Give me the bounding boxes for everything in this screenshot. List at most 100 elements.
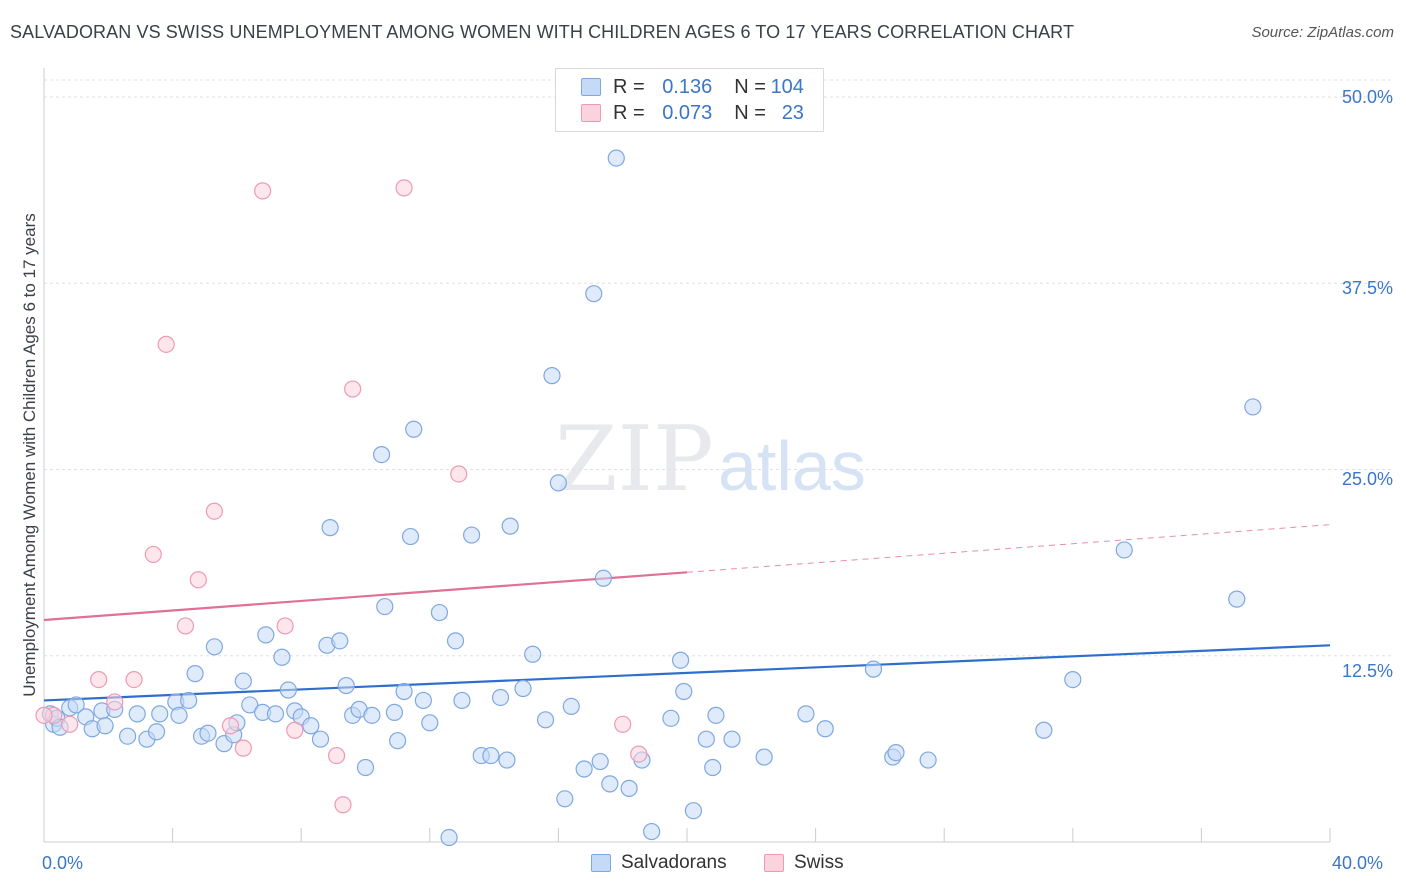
swiss-point	[125, 670, 143, 689]
salvadoran-point	[536, 711, 555, 729]
salvadoran-point	[356, 758, 375, 777]
swiss-point	[334, 796, 352, 814]
salvadoran-point	[372, 446, 391, 464]
salvadoran-point	[864, 660, 883, 678]
x-tick-label: 0.0%	[42, 853, 84, 873]
salvadoran-point	[279, 681, 297, 699]
swiss-point	[254, 182, 272, 200]
correlation-legend: R = 0.136 N = 104 R = 0.073 N = 23	[555, 68, 824, 132]
y-tick-label: 25.0%	[1341, 469, 1393, 489]
legend-row-swiss: R = 0.073 N = 23	[581, 100, 804, 126]
legend-row-salvadorans: R = 0.136 N = 104	[581, 74, 804, 100]
swiss-point	[106, 693, 124, 711]
salvadoran-point	[337, 676, 355, 695]
salvadoran-point	[723, 730, 741, 748]
legend-r-label: R =	[613, 101, 645, 124]
salvadoran-point	[430, 603, 449, 622]
legend-r-value: 0.136	[662, 75, 713, 98]
watermark-atlas: atlas	[718, 427, 866, 505]
salvadoran-point	[501, 517, 519, 535]
legend-swatch-blue	[581, 78, 601, 96]
legend-r-value: 0.073	[662, 101, 713, 124]
legend-n-value: 23	[781, 101, 804, 124]
salvadoran-point	[543, 367, 561, 385]
salvadoran-trend-line	[43, 644, 1331, 702]
salvadoran-point	[1244, 398, 1262, 416]
salvadoran-point	[607, 149, 625, 167]
salvadoran-point	[1064, 670, 1082, 689]
swiss-point	[614, 715, 632, 733]
swiss-point	[61, 715, 79, 733]
swiss-point	[221, 717, 240, 735]
swiss-point	[395, 179, 413, 197]
salvadoran-point	[67, 696, 85, 714]
salvadoran-point	[440, 828, 458, 847]
salvadoran-point	[797, 705, 815, 723]
gridlines	[44, 79, 1393, 657]
salvadoran-point	[186, 665, 204, 683]
salvadoran-point	[482, 746, 500, 765]
y-tick-label: 50.0%	[1341, 87, 1393, 107]
salvadoran-point	[491, 688, 510, 707]
salvadoran-point	[96, 717, 114, 735]
salvadoran-point	[321, 519, 339, 537]
salvadoran-point	[1115, 541, 1133, 559]
swiss-trend-line	[43, 571, 688, 622]
salvadoran-point	[816, 720, 834, 738]
salvadoran-point	[601, 775, 619, 793]
salvadoran-point	[395, 682, 413, 701]
salvadoran-point	[524, 645, 542, 663]
swiss-point	[234, 739, 252, 757]
swiss-point	[35, 706, 53, 724]
swiss-point	[276, 617, 294, 635]
salvadoran-point	[180, 691, 198, 710]
legend-n-value: 104	[770, 75, 804, 98]
swiss-point	[157, 335, 175, 353]
swiss-point	[344, 380, 362, 398]
salvadoran-point	[311, 730, 330, 748]
salvadoran-point	[919, 751, 937, 769]
legend-n-label: N =	[734, 101, 766, 124]
salvadoran-point	[556, 790, 574, 808]
salvadoran-point	[585, 285, 603, 303]
salvadoran-point	[707, 706, 725, 724]
salvadoran-point	[620, 779, 638, 797]
salvadoran-point	[205, 638, 223, 656]
salvadoran-point	[453, 691, 471, 710]
salvadoran-point	[675, 682, 693, 701]
swiss-point	[450, 465, 468, 483]
legend-label: Swiss	[794, 852, 844, 873]
salvadoran-point	[643, 822, 661, 841]
salvadoran-point	[199, 724, 217, 742]
salvadoran-point	[462, 526, 481, 544]
salvadoran-point	[118, 727, 137, 745]
salvadoran-point	[234, 672, 252, 690]
swiss-point	[205, 502, 223, 520]
swiss-point	[286, 721, 304, 739]
legend-swatch-blue	[591, 854, 611, 872]
legend-n-label: N =	[734, 75, 766, 98]
salvadoran-point	[401, 527, 420, 546]
salvadoran-point	[302, 717, 320, 735]
salvadoran-point	[241, 696, 259, 714]
salvadoran-point	[704, 758, 722, 777]
salvadoran-point	[755, 748, 773, 766]
swiss-point	[630, 745, 648, 763]
salvadoran-point	[575, 760, 593, 778]
trend-lines	[43, 524, 1331, 702]
salvadoran-point	[549, 474, 568, 492]
legend-item-swiss: Swiss	[764, 852, 844, 874]
salvadoran-point	[887, 743, 905, 762]
swiss-point	[90, 670, 108, 689]
legend-r-label: R =	[613, 75, 645, 98]
salvadoran-point	[266, 705, 285, 723]
salvadoran-point	[385, 703, 404, 721]
salvadoran-point	[151, 705, 169, 723]
salvadoran-point	[331, 632, 349, 650]
y-tick-label: 37.5%	[1341, 278, 1393, 298]
legend-label: Salvadorans	[621, 852, 727, 873]
y-tick-label: 12.5%	[1341, 661, 1393, 681]
salvadoran-point	[273, 648, 291, 666]
salvadoran-point	[376, 597, 394, 616]
y-axis-label: Unemployment Among Women with Children A…	[20, 213, 39, 697]
